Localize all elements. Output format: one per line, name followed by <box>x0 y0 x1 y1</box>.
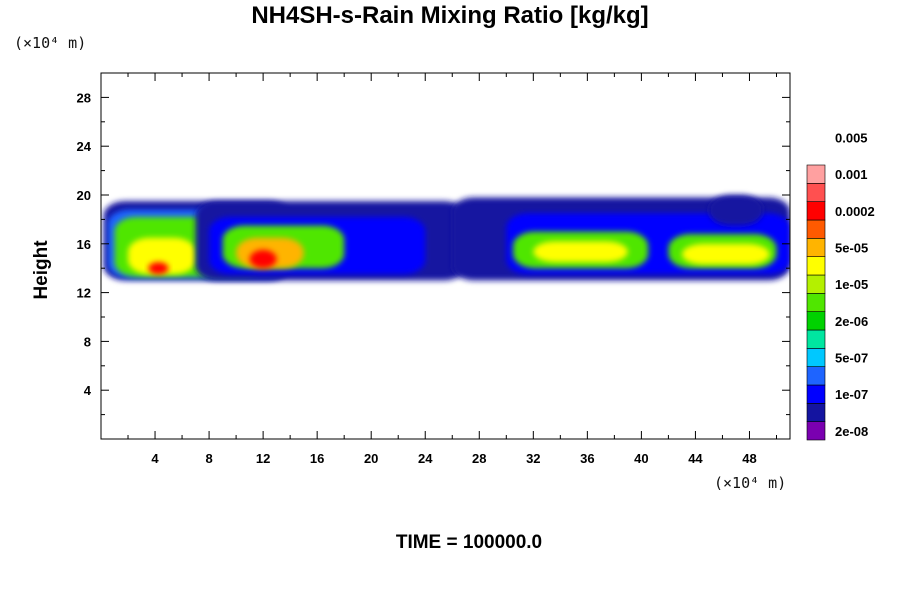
plot-frame <box>100 72 791 440</box>
y-tick-label: 16 <box>77 237 91 252</box>
colorbar-label: 5e-05 <box>835 241 868 256</box>
colorbar-label: 0.001 <box>835 167 868 182</box>
x-tick-label: 16 <box>310 451 324 466</box>
y-tick-label: 20 <box>77 188 91 203</box>
field-region <box>128 237 196 275</box>
x-tick-label: 4 <box>151 451 159 466</box>
mixing-ratio-field <box>103 195 790 281</box>
y-tick-label: 28 <box>77 90 91 105</box>
field-region <box>148 262 169 275</box>
field-region <box>249 249 277 269</box>
colorbar-swatch <box>806 366 826 386</box>
field-region <box>533 241 628 263</box>
colorbar-swatch <box>806 274 826 294</box>
colorbar-swatch <box>806 201 826 221</box>
y-tick-label: 12 <box>77 286 91 301</box>
colorbar-label: 5e-07 <box>835 351 868 366</box>
field-region <box>681 243 770 265</box>
x-tick-label: 8 <box>205 451 212 466</box>
x-tick-label: 36 <box>580 451 594 466</box>
colorbar-swatch <box>806 329 826 349</box>
x-tick-label: 24 <box>418 451 433 466</box>
colorbar-swatch <box>806 348 826 367</box>
colorbar-swatch <box>806 384 826 404</box>
colorbar-label: 1e-07 <box>835 387 868 402</box>
colorbar-swatch <box>806 183 826 202</box>
x-tick-label: 32 <box>526 451 540 466</box>
colorbar-label: 2e-06 <box>835 314 868 329</box>
y-tick-label: 24 <box>77 139 92 154</box>
x-tick-label: 12 <box>256 451 270 466</box>
x-tick-label: 40 <box>634 451 648 466</box>
field-region <box>708 195 763 226</box>
colorbar-label: 2e-08 <box>835 424 868 439</box>
colorbar: 2e-08 1e-07 5e-07 2e-06 1e-05 5e-05 0.0002 0.00… <box>806 131 875 441</box>
colorbar-swatch <box>806 238 826 257</box>
colorbar-swatch <box>806 164 826 184</box>
colorbar-swatch <box>806 293 826 312</box>
colorbar-label: 0.0002 <box>835 204 875 219</box>
colorbar-swatch <box>806 219 826 239</box>
chart-title: NH4SH-s-Rain Mixing Ratio [kg/kg] <box>251 2 649 29</box>
x-tick-label: 20 <box>364 451 378 466</box>
x-axis-unit: (×10⁴ m) <box>714 474 787 492</box>
colorbar-swatch <box>806 421 826 441</box>
y-axis-unit: (×10⁴ m) <box>14 34 87 52</box>
x-tick-label: 48 <box>742 451 756 466</box>
time-label: TIME = 100000.0 <box>395 532 543 553</box>
y-tick-label: 4 <box>84 383 92 398</box>
colorbar-swatch <box>806 403 826 422</box>
colorbar-swatch <box>806 311 826 331</box>
colorbar-swatch <box>806 256 826 276</box>
y-tick-label: 8 <box>84 334 91 349</box>
x-tick-label: 28 <box>472 451 486 466</box>
colorbar-label: 0.005 <box>835 131 868 146</box>
x-tick-label: 44 <box>688 451 703 466</box>
colorbar-label: 1e-05 <box>835 277 868 292</box>
